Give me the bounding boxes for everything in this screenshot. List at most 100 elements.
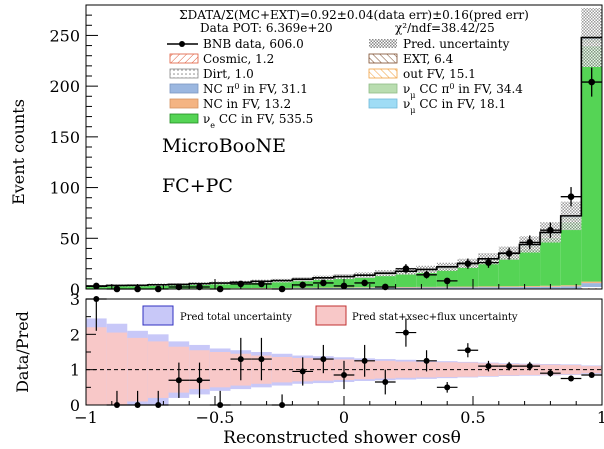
ratio-band-stat-0 bbox=[86, 327, 107, 405]
data-point-24 bbox=[588, 78, 595, 86]
data-point-11 bbox=[320, 279, 327, 287]
ratio-y-axis-label: Data/Pred bbox=[13, 311, 32, 393]
stack-bar-3-18 bbox=[457, 286, 479, 288]
y-axis-label: Event counts bbox=[9, 99, 28, 205]
chi2-label: χ²/ndf=38.42/25 bbox=[395, 21, 495, 35]
data-point-23 bbox=[567, 193, 575, 200]
data-point-10 bbox=[299, 281, 307, 289]
data-point-21 bbox=[526, 239, 534, 246]
data-point-22 bbox=[547, 226, 554, 234]
stack-bar-3-15 bbox=[395, 286, 417, 288]
stack-bar-2-16 bbox=[416, 287, 437, 289]
x-axis-label: Reconstructed shower cosθ bbox=[223, 428, 461, 448]
legend-item-dirt: Dirt, 1.0 bbox=[169, 67, 254, 81]
ratio-band-stat-1 bbox=[106, 332, 128, 405]
stack-bar-0-24 bbox=[581, 287, 602, 289]
data-point-20 bbox=[505, 250, 513, 257]
selection-label: FC+PC bbox=[162, 175, 233, 197]
pot-label: Data POT: 6.369e+20 bbox=[200, 21, 333, 35]
ytick-label-250: 250 bbox=[49, 26, 80, 45]
data-point-16 bbox=[423, 271, 430, 279]
ratio-ytick-label-1: 1 bbox=[70, 361, 80, 380]
stack-bar-4-19 bbox=[478, 263, 499, 287]
legend-label-nc: NC in FV, 13.2 bbox=[203, 97, 291, 111]
ratio-band-stat-17 bbox=[436, 362, 458, 378]
legend-item-nc-pi0: NC π0 in FV, 31.1 bbox=[169, 82, 308, 97]
legend-item-outfv: out FV, 15.1 bbox=[368, 67, 476, 81]
legend-item-pred-uncertainty: Pred. uncertainty bbox=[369, 37, 510, 51]
ratio-point-14 bbox=[382, 379, 389, 386]
ratio-point-19 bbox=[485, 363, 492, 370]
data-point-7 bbox=[237, 280, 245, 288]
data-point-17 bbox=[443, 277, 451, 285]
stack-bar-2-20 bbox=[498, 287, 520, 289]
stack-bar-3-24 bbox=[581, 281, 602, 284]
legend: BNB data, 606.0 Cosmic, 1.2 Dirt, 1.0 NC… bbox=[167, 37, 523, 130]
stack-bar-2-24 bbox=[581, 283, 602, 287]
legend-label-nue-cc: νe CC in FV, 535.5 bbox=[203, 112, 313, 130]
stack-bar-2-21 bbox=[519, 286, 541, 289]
stack-bar-4-16 bbox=[416, 272, 437, 287]
stack-bar-3-19 bbox=[478, 286, 499, 288]
ratio-point-17 bbox=[444, 384, 451, 391]
legend-item-nue-cc: νe CC in FV, 535.5 bbox=[169, 112, 313, 130]
xtick-label--1: −1 bbox=[74, 408, 98, 427]
header-summary: ΣDATA/Σ(MC+EXT)=0.92±0.04(data err)±0.16… bbox=[179, 8, 529, 22]
legend-label-numu-cc: νμ CC in FV, 18.1 bbox=[403, 97, 506, 115]
ytick-label-100: 100 bbox=[49, 179, 80, 198]
stack-bar-3-13 bbox=[354, 287, 375, 288]
data-point-19 bbox=[485, 259, 492, 266]
x-axis: −1 −0.5 0 0.5 1 bbox=[74, 396, 604, 427]
legend-item-cosmic: Cosmic, 1.2 bbox=[169, 52, 274, 66]
legend-label-nc-pi0: NC π0 in FV, 31.1 bbox=[203, 82, 308, 97]
legend-label-numu-cc-pi0: νμ CC π0 in FV, 34.4 bbox=[403, 82, 523, 100]
ratio-point-4 bbox=[175, 377, 182, 384]
ratio-ytick-label-3: 3 bbox=[70, 290, 80, 309]
legend-label-cosmic: Cosmic, 1.2 bbox=[203, 52, 274, 66]
stack-bar-2-19 bbox=[478, 287, 499, 289]
data-point-15 bbox=[402, 265, 410, 273]
legend-label-pred-uncertainty: Pred. uncertainty bbox=[403, 37, 510, 51]
stack-bar-3-16 bbox=[416, 286, 437, 288]
stack-bar-1-24 bbox=[581, 286, 602, 288]
bottom-panel: 0 1 2 3 −1 −0.5 0 0.5 1 Data/Pred Reconstructed… bbox=[13, 290, 604, 448]
xtick-label--0.5: −0.5 bbox=[196, 408, 235, 427]
stack-bar-4-15 bbox=[395, 274, 417, 287]
legend-label-ext: EXT, 6.4 bbox=[403, 52, 454, 66]
legend-item-data: BNB data, 606.0 bbox=[167, 37, 304, 51]
stack-bar-4-23 bbox=[560, 222, 582, 286]
stack-bar-4-20 bbox=[498, 257, 520, 287]
legend-item-numu-cc-pi0: νμ CC π0 in FV, 34.4 bbox=[368, 82, 523, 100]
ratio-ytick-label-2: 2 bbox=[70, 325, 80, 344]
data-point-13 bbox=[361, 279, 368, 287]
stack-bar-4-18 bbox=[457, 267, 479, 287]
ratio-y-axis: 0 1 2 3 bbox=[70, 290, 96, 415]
data-point-0 bbox=[93, 282, 100, 290]
ratio-legend-label-stat: Pred stat+xsec+flux uncertainty bbox=[352, 312, 518, 323]
ratio-point-16 bbox=[423, 357, 430, 364]
stack-bar-3-23 bbox=[560, 285, 582, 287]
stack-bar-2-15 bbox=[395, 287, 417, 289]
ytick-label-50: 50 bbox=[60, 229, 80, 248]
ratio-point-18 bbox=[464, 347, 471, 354]
ratio-point-13 bbox=[361, 357, 368, 364]
legend-item-numu-cc: νμ CC in FV, 18.1 bbox=[368, 97, 506, 115]
ratio-point-21 bbox=[526, 363, 533, 370]
ratio-legend-item-stat: Pred stat+xsec+flux uncertainty bbox=[315, 305, 518, 326]
ratio-ytick-label-0: 0 bbox=[70, 396, 80, 415]
stack-bar-2-13 bbox=[354, 287, 375, 289]
stack-bar-2-18 bbox=[457, 287, 479, 289]
legend-label-data: BNB data, 606.0 bbox=[203, 37, 304, 51]
stack-bar-2-23 bbox=[560, 286, 582, 289]
ytick-label-0: 0 bbox=[70, 280, 80, 299]
ratio-point-7 bbox=[237, 356, 244, 363]
top-panel: 0 50 100 150 200 250 Event counts ΣDATA/Σ(MC+… bbox=[9, 4, 603, 299]
x-ticks bbox=[85, 279, 603, 289]
ratio-point-23 bbox=[568, 375, 575, 382]
data-points bbox=[86, 67, 602, 293]
data-point-8 bbox=[258, 280, 265, 288]
ratio-point-20 bbox=[506, 363, 513, 370]
legend-label-outfv: out FV, 15.1 bbox=[403, 67, 476, 81]
ratio-point-22 bbox=[547, 370, 554, 377]
